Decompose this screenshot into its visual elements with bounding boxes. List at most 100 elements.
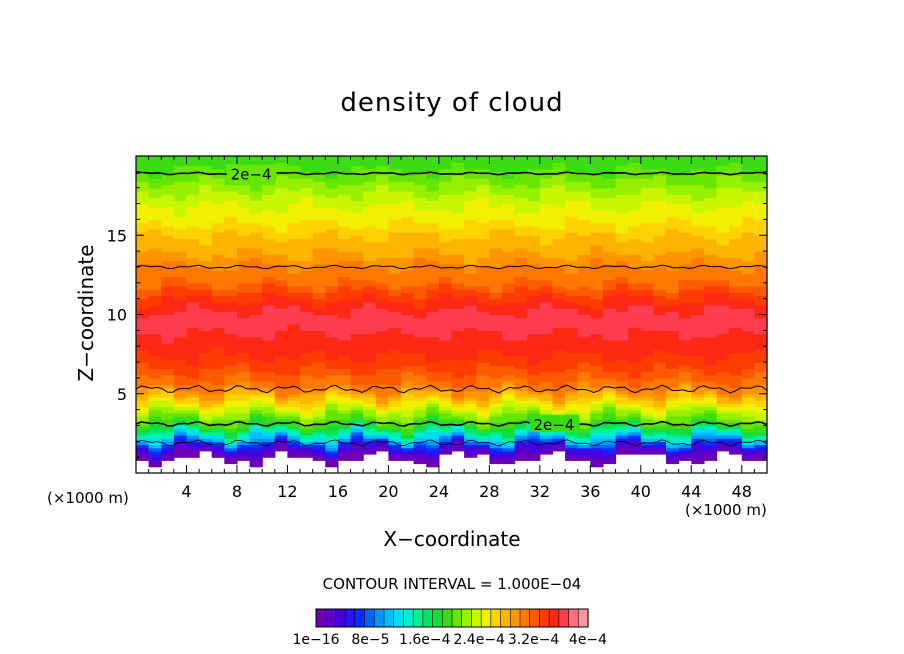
heatmap-cell <box>741 339 755 344</box>
heatmap-cell <box>666 435 680 439</box>
heatmap-cell <box>565 435 579 439</box>
heatmap-cell <box>653 235 667 240</box>
heatmap-cell <box>628 333 642 338</box>
heatmap-cell <box>199 346 213 350</box>
heatmap-cell <box>337 286 352 290</box>
heatmap-cell <box>413 333 427 338</box>
heatmap-cell <box>350 200 364 205</box>
heatmap-cell <box>451 308 465 312</box>
heatmap-cell <box>729 403 743 408</box>
heatmap-cell <box>640 447 654 452</box>
heatmap-cell <box>274 190 288 195</box>
heatmap-cell <box>337 390 352 395</box>
heatmap-cell <box>539 254 553 259</box>
heatmap-cell <box>741 314 755 319</box>
heatmap-cell <box>640 311 654 316</box>
heatmap-cell <box>401 200 415 205</box>
heatmap-cell <box>703 228 718 233</box>
heatmap-cell <box>527 200 541 205</box>
heatmap-cell <box>703 324 718 328</box>
heatmap-cell <box>602 308 617 312</box>
heatmap-cell <box>199 241 213 246</box>
heatmap-cell <box>337 320 352 325</box>
heatmap-cell <box>136 171 150 176</box>
heatmap-cell <box>274 282 288 287</box>
heatmap-cell <box>148 257 162 262</box>
heatmap-cell <box>464 213 478 217</box>
heatmap-cell <box>741 194 755 198</box>
heatmap-cell <box>716 213 730 217</box>
heatmap-cell <box>262 396 276 401</box>
heatmap-cell <box>527 241 541 246</box>
heatmap-cell <box>565 156 579 160</box>
heatmap-cell <box>312 358 326 363</box>
heatmap-cell <box>161 412 175 417</box>
heatmap-cell <box>741 225 755 230</box>
heatmap-cell <box>312 311 326 316</box>
heatmap-cell <box>426 409 440 414</box>
heatmap-cell <box>615 184 629 189</box>
heatmap-cell <box>199 209 213 214</box>
heatmap-cell <box>678 247 692 252</box>
heatmap-cell <box>451 181 465 186</box>
heatmap-cell <box>211 241 225 246</box>
heatmap-cell <box>653 355 667 360</box>
heatmap-cell <box>287 279 301 284</box>
heatmap-cell <box>729 447 743 452</box>
heatmap-cell <box>527 194 541 198</box>
heatmap-cell <box>438 339 453 344</box>
heatmap-cell <box>211 254 225 259</box>
heatmap-cell <box>602 184 617 189</box>
heatmap-cell <box>274 387 288 392</box>
heatmap-cell <box>136 209 150 214</box>
heatmap-cell <box>514 308 528 312</box>
heatmap-cell <box>413 336 427 341</box>
heatmap-cell <box>628 298 642 303</box>
heatmap-cell <box>426 206 440 211</box>
heatmap-cell <box>703 168 718 173</box>
heatmap-cell <box>590 178 604 182</box>
heatmap-cell <box>249 387 263 392</box>
heatmap-cell <box>489 251 503 255</box>
heatmap-cell <box>173 403 188 408</box>
heatmap-cell <box>237 311 251 316</box>
heatmap-cell <box>527 257 541 262</box>
heatmap-cell <box>173 441 188 446</box>
heatmap-cell <box>211 232 225 236</box>
heatmap-cell <box>237 238 251 243</box>
heatmap-cell <box>287 260 301 265</box>
heatmap-cell <box>337 159 352 163</box>
x-tick-label: 44 <box>681 482 701 501</box>
heatmap-cell <box>173 320 188 325</box>
heatmap-cell <box>489 403 503 408</box>
heatmap-cell <box>274 403 288 408</box>
heatmap-cell <box>312 409 326 414</box>
heatmap-cell <box>628 346 642 350</box>
heatmap-cell <box>199 377 213 382</box>
heatmap-cell <box>413 352 427 357</box>
heatmap-cell <box>729 435 743 439</box>
heatmap-cell <box>300 339 314 344</box>
heatmap-cell <box>186 305 200 309</box>
heatmap-cell <box>350 362 364 366</box>
heatmap-cell <box>337 393 352 398</box>
heatmap-cell <box>136 289 150 293</box>
heatmap-cell <box>451 222 465 227</box>
heatmap-cell <box>602 409 617 414</box>
heatmap-cell <box>337 365 352 369</box>
heatmap-cell <box>451 425 465 430</box>
heatmap-cell <box>640 352 654 357</box>
heatmap-cell <box>224 368 238 373</box>
heatmap-cell <box>325 400 339 404</box>
heatmap-cell <box>426 305 440 309</box>
heatmap-cell <box>577 349 591 354</box>
heatmap-cell <box>401 181 415 186</box>
heatmap-cell <box>615 295 629 300</box>
heatmap-cell <box>476 260 490 265</box>
heatmap-cell <box>337 371 352 376</box>
heatmap-cell <box>262 358 276 363</box>
heatmap-cell <box>401 396 415 401</box>
heatmap-cell <box>577 216 591 220</box>
heatmap-cell <box>337 384 352 388</box>
heatmap-cell <box>211 266 225 271</box>
